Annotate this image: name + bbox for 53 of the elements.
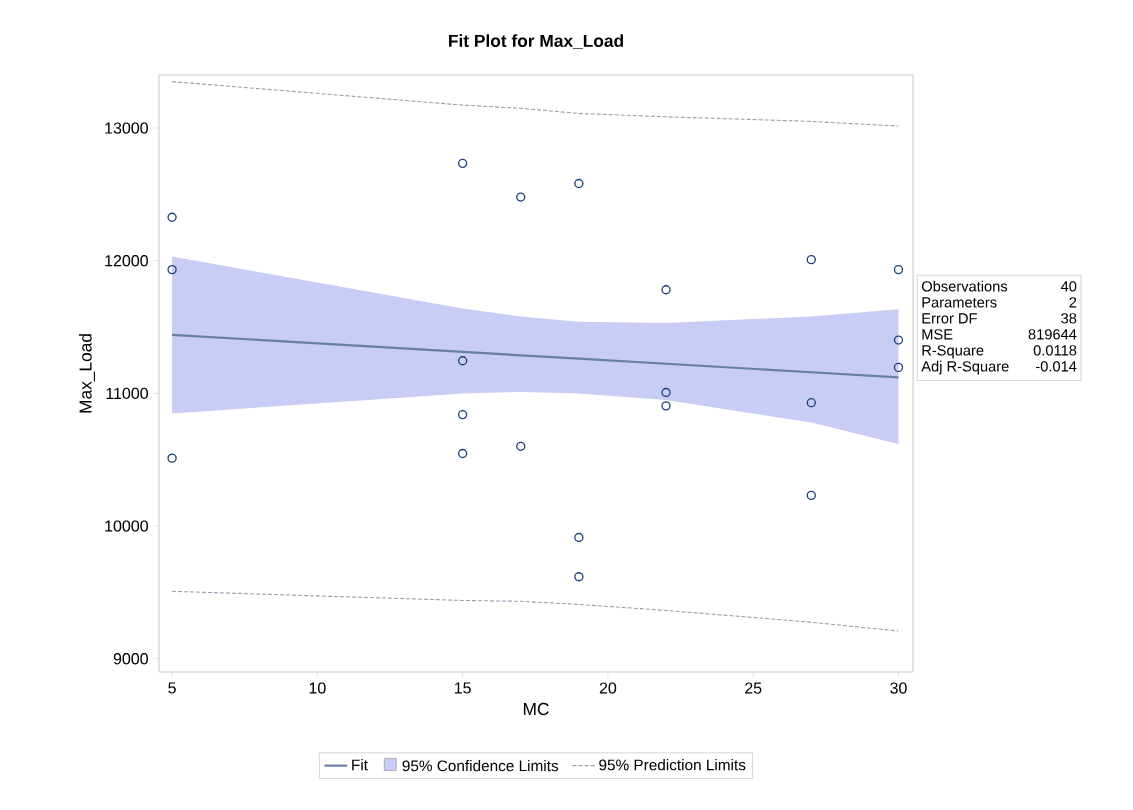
point (661, 285, 671, 295)
point (574, 178, 584, 189)
text: Observations (921, 280, 1008, 292)
point (457, 448, 468, 459)
point (457, 409, 468, 420)
text: 95% Confidence Limits (402, 760, 559, 772)
y-tick-label: 11000 (106, 387, 148, 400)
text: Parameters (922, 297, 997, 308)
point (167, 212, 177, 222)
point (516, 441, 526, 451)
legend-label: 95% Prediction Limits (599, 759, 746, 771)
point (574, 572, 584, 582)
point (893, 264, 904, 275)
y-tick-label: 10000 (105, 520, 148, 532)
text: Adj R-Square (921, 360, 1009, 375)
x-axis-title: MC (523, 702, 549, 716)
point (516, 192, 526, 202)
point (661, 387, 671, 398)
point (893, 335, 904, 345)
point (806, 490, 816, 501)
x-tick-label: 20 (599, 682, 617, 694)
point (457, 356, 468, 366)
text: 38 (1061, 313, 1077, 324)
line-series (171, 333, 900, 379)
x-tick-label: 30 (890, 682, 907, 694)
x-tick-label: 10 (309, 682, 326, 694)
text: MSE (922, 329, 953, 340)
line-series (171, 81, 900, 127)
y-tick-label: 9000 (113, 653, 148, 665)
point (167, 264, 177, 275)
point (661, 401, 671, 411)
y-axis-title: Max_Load (78, 334, 95, 413)
text: 40 (1060, 281, 1077, 292)
chart-title: Fit Plot for Max_Load (449, 34, 623, 49)
x-tick-label: 15 (454, 682, 471, 694)
line-series (171, 590, 900, 632)
text: 2 (1069, 297, 1077, 308)
point (167, 453, 177, 463)
y-tick-label: 13000 (105, 122, 148, 134)
text: Error DF (922, 313, 977, 324)
point (806, 254, 816, 265)
legend-label: Fit (352, 759, 368, 771)
text: R-Square (922, 345, 984, 359)
point (457, 158, 468, 169)
x-tick-label: 5 (168, 682, 176, 694)
point (574, 532, 584, 543)
point (806, 398, 816, 408)
point (893, 362, 904, 373)
x-tick-label: 25 (745, 682, 762, 694)
text: -0.014 (1035, 361, 1077, 372)
text: 819644 (1028, 329, 1077, 340)
text: 0.0118 (1033, 345, 1077, 356)
y-tick-label: 12000 (105, 255, 148, 267)
